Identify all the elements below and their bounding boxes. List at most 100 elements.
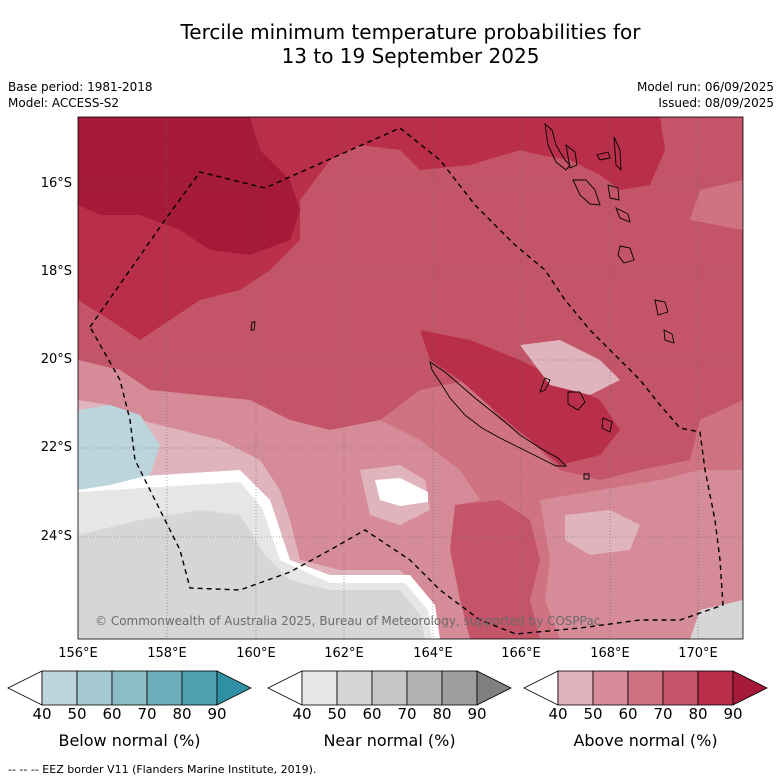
above-colorbar-segment xyxy=(662,670,699,706)
eez-footnote: -- -- -- EEZ border V11 (Flanders Marine… xyxy=(8,763,317,776)
chesterfield-islet xyxy=(250,321,256,331)
colorbar-near xyxy=(267,670,512,706)
copyright-notice: © Commonwealth of Australia 2025, Bureau… xyxy=(95,614,601,628)
above-colorbar-right-cap xyxy=(732,670,768,706)
above-colorbar-segment xyxy=(592,670,629,706)
map-gridlines xyxy=(78,117,743,639)
near-colorbar-tick: 40 xyxy=(292,705,312,723)
below-colorbar-segment xyxy=(76,670,113,706)
below-colorbar-right-cap xyxy=(216,670,252,706)
vanuatu-coast-6 xyxy=(607,184,620,201)
near-colorbar-segment xyxy=(336,670,373,706)
above-colorbar-left-cap xyxy=(523,670,559,706)
below-colorbar-left-cap xyxy=(7,670,43,706)
below-colorbar-tick: 50 xyxy=(67,705,87,723)
above-colorbar-tick: 40 xyxy=(548,705,568,723)
near-colorbar-segment xyxy=(441,670,478,706)
below-colorbar-segment xyxy=(146,670,183,706)
vanuatu-coast-3 xyxy=(596,151,611,161)
near-colorbar-tick: 50 xyxy=(327,705,347,723)
eastern-islands-1 xyxy=(654,299,669,316)
region-below-40-50 xyxy=(78,405,160,490)
page-title: Tercile minimum temperature probabilitie… xyxy=(0,20,781,68)
region-near-50-60 xyxy=(78,510,425,639)
colorbar-below xyxy=(7,670,252,706)
above-colorbar-segment xyxy=(627,670,664,706)
lat-label-20s: 20°S xyxy=(40,352,72,367)
colorbars xyxy=(7,670,768,706)
loyalty-islands-1 xyxy=(539,377,551,393)
region-above-40-50-se xyxy=(565,510,640,555)
colorbar-above xyxy=(523,670,768,706)
below-colorbar-tick: 90 xyxy=(207,705,227,723)
loyalty-islands-3 xyxy=(601,417,613,433)
region-above-80-90-ne xyxy=(520,117,665,190)
above-colorbar-segment xyxy=(697,670,734,706)
below-normal-label: Below normal (%) xyxy=(58,731,201,750)
lat-label-16s: 16°S xyxy=(40,176,72,191)
below-colorbar-tick: 70 xyxy=(137,705,157,723)
title-line-2: 13 to 19 September 2025 xyxy=(281,44,540,68)
new-caledonia-coast xyxy=(429,360,568,467)
vanuatu-coast-8 xyxy=(617,245,635,264)
meta-right: Model run: 06/09/2025 Issued: 08/09/2025 xyxy=(637,79,774,111)
lon-label-170e: 170°E xyxy=(678,646,718,661)
vanuatu-coast-4 xyxy=(613,136,622,172)
near-colorbar-segment xyxy=(301,670,338,706)
near-colorbar-tick: 90 xyxy=(467,705,487,723)
eastern-islands-2 xyxy=(663,329,675,344)
near-colorbar-tick: 80 xyxy=(432,705,452,723)
vanuatu-coast-7 xyxy=(615,207,631,223)
model-name: Model: ACCESS-S2 xyxy=(8,96,120,110)
region-near-50-60-east xyxy=(690,600,743,639)
below-colorbar-segment xyxy=(111,670,148,706)
title-line-1: Tercile minimum temperature probabilitie… xyxy=(180,20,641,44)
above-colorbar-tick: 60 xyxy=(618,705,638,723)
region-white-gap-2 xyxy=(375,478,428,506)
matthew-island xyxy=(583,473,590,480)
loyalty-islands-2 xyxy=(567,391,586,411)
region-above-80-90-mid xyxy=(420,330,620,465)
below-colorbar-segment xyxy=(41,670,78,706)
near-colorbar-left-cap xyxy=(267,670,303,706)
above-colorbar-tick: 50 xyxy=(583,705,603,723)
above-colorbar-segment xyxy=(557,670,594,706)
lon-label-156e: 156°E xyxy=(58,646,98,661)
issued-date: Issued: 08/09/2025 xyxy=(658,96,774,110)
coastlines xyxy=(250,122,675,480)
map-area xyxy=(78,117,743,639)
lon-label-158e: 158°E xyxy=(147,646,187,661)
region-above-40-50-ne xyxy=(520,340,620,395)
below-colorbar-segment xyxy=(181,670,218,706)
above-colorbar-tick: 70 xyxy=(653,705,673,723)
above-colorbar-tick: 90 xyxy=(723,705,743,723)
lon-label-168e: 168°E xyxy=(590,646,630,661)
lat-label-18s: 18°S xyxy=(40,264,72,279)
vanuatu-coast-5 xyxy=(572,179,601,206)
near-normal-label: Near normal (%) xyxy=(323,731,456,750)
vanuatu-coast-1 xyxy=(544,122,571,171)
near-colorbar-tick: 60 xyxy=(362,705,382,723)
region-above-70-80-south xyxy=(450,500,540,639)
lat-label-24s: 24°S xyxy=(40,529,72,544)
below-colorbar-tick: 80 xyxy=(172,705,192,723)
lon-label-166e: 166°E xyxy=(501,646,541,661)
above-normal-label: Above normal (%) xyxy=(573,731,718,750)
model-run: Model run: 06/09/2025 xyxy=(636,80,774,94)
near-colorbar-right-cap xyxy=(476,670,512,706)
below-colorbar-tick: 40 xyxy=(32,705,52,723)
near-colorbar-segment xyxy=(406,670,443,706)
lat-label-22s: 22°S xyxy=(40,440,72,455)
lon-label-162e: 162°E xyxy=(324,646,364,661)
lon-label-160e: 160°E xyxy=(236,646,276,661)
below-colorbar-tick: 60 xyxy=(102,705,122,723)
near-colorbar-segment xyxy=(371,670,408,706)
base-period: Base period: 1981-2018 xyxy=(8,80,153,94)
vanuatu-coast-2 xyxy=(565,143,578,169)
above-colorbar-tick: 80 xyxy=(688,705,708,723)
near-colorbar-tick: 70 xyxy=(397,705,417,723)
meta-left: Base period: 1981-2018 Model: ACCESS-S2 xyxy=(8,79,153,111)
map-frame xyxy=(77,116,744,640)
lon-label-164e: 164°E xyxy=(413,646,453,661)
